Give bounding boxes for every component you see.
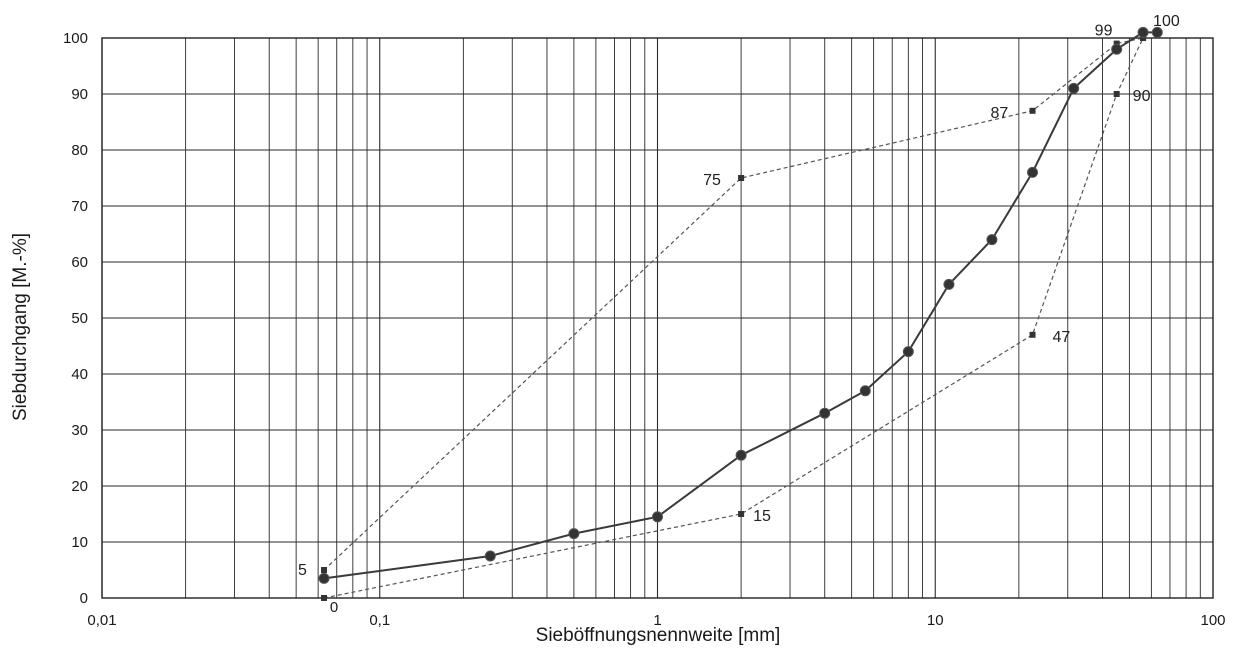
y-tick-label: 10 [71, 534, 88, 551]
x-axis-ticks: 0,01 0,1 1 10 100 [87, 612, 1225, 629]
data-point [819, 407, 831, 419]
x-tick-label: 10 [927, 612, 944, 629]
y-tick-label: 90 [71, 86, 88, 103]
envelope-point [738, 175, 745, 181]
data-point [484, 550, 496, 562]
point-label: 15 [753, 508, 771, 525]
envelope-point [1113, 40, 1120, 47]
envelope-line-lower [323, 37, 1144, 599]
data-point [1151, 26, 1163, 38]
y-tick-label: 80 [71, 142, 88, 159]
data-point [568, 528, 580, 540]
y-axis-ticks: 0 10 20 30 40 50 60 70 80 90 100 [63, 30, 88, 607]
y-tick-label: 70 [71, 198, 88, 215]
data-point [318, 572, 330, 584]
point-label: 47 [1053, 329, 1071, 346]
y-tick-label: 30 [71, 422, 88, 439]
y-tick-label: 40 [71, 366, 88, 383]
x-tick-label: 1 [653, 612, 661, 629]
x-tick-label: 100 [1200, 612, 1225, 629]
point-label: 100 [1153, 13, 1180, 30]
x-extra-label: 0 [330, 599, 338, 616]
point-label: 75 [703, 172, 721, 189]
point-labels: 5 75 87 99 100 15 47 90 [298, 13, 1180, 579]
y-tick-label: 20 [71, 478, 88, 495]
x-axis-title: Sieböffnungsnennweite [mm] [536, 625, 781, 646]
data-point [1137, 26, 1149, 38]
data-point [986, 234, 998, 246]
envelope-point [738, 511, 745, 517]
envelope-point [1113, 91, 1120, 97]
point-label: 90 [1133, 88, 1151, 105]
grading-line [323, 31, 1158, 580]
point-label: 5 [298, 562, 307, 579]
plot-frame [101, 37, 1214, 599]
y-tick-label: 50 [71, 310, 88, 327]
point-label: 87 [991, 105, 1009, 122]
data-point [652, 511, 663, 523]
data-point [1068, 82, 1080, 94]
data-point [1111, 43, 1123, 55]
y-tick-label: 0 [80, 590, 88, 607]
data-point [859, 385, 871, 397]
envelope-line-upper [323, 37, 1144, 571]
y-tick-label: 60 [71, 254, 88, 271]
envelope-point [1140, 35, 1147, 41]
y-tick-label: 100 [63, 30, 88, 47]
envelope-point [1029, 331, 1036, 338]
data-point [735, 449, 747, 461]
x-tick-label: 0,01 [87, 612, 116, 629]
envelope-point [1029, 107, 1036, 114]
envelope-point [321, 595, 328, 601]
data-point [902, 346, 914, 358]
data-point [1027, 166, 1039, 178]
envelope-point [321, 567, 328, 573]
series-layer [318, 26, 1163, 601]
point-label: 99 [1095, 23, 1113, 40]
y-axis-title: Siebdurchgang [M.-%] [10, 233, 31, 421]
data-point [943, 278, 955, 290]
plot-border [101, 37, 1214, 599]
x-tick-label: 0,1 [369, 612, 390, 629]
